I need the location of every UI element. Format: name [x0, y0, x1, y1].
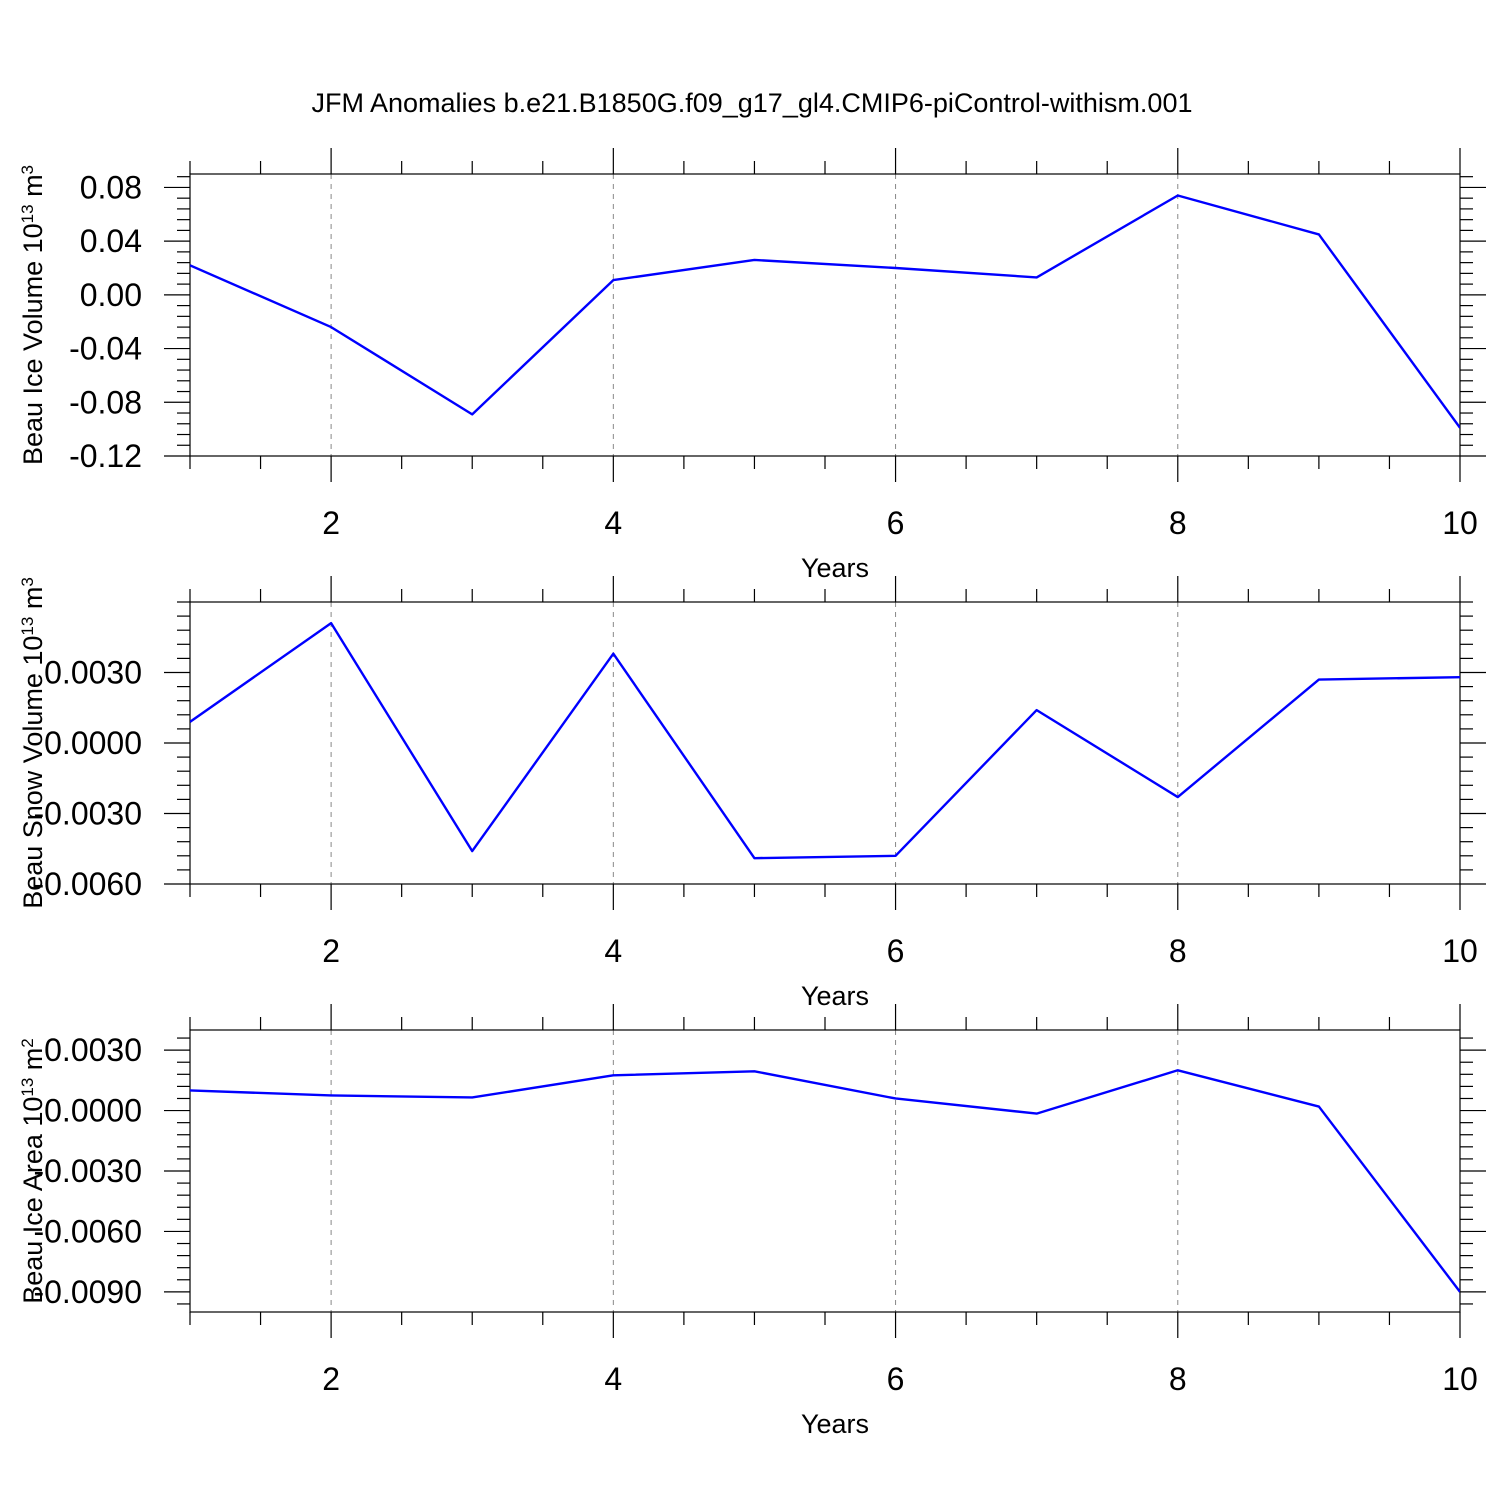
panel2-xtick-label: 4 — [604, 933, 622, 969]
panel2-xtick-label: 6 — [887, 933, 905, 969]
panel2-ytick-label: -0.0030 — [33, 796, 142, 832]
panel1-ytick-label: 0.00 — [80, 277, 142, 313]
panel3-frame — [189, 1029, 1461, 1313]
panel1-xtick-label: 4 — [604, 505, 622, 541]
panel2-series-line — [190, 621, 1460, 860]
panel1-ytick-label: -0.08 — [69, 384, 142, 420]
panel1-xlabel: Years — [801, 553, 869, 583]
panel3-ytick-label: -0.0090 — [33, 1274, 142, 1310]
panel3-ytick-label: 0.0030 — [44, 1032, 142, 1068]
panel1-series-line — [190, 194, 1460, 429]
panel2-ylabel: Beau Snow Volume 1013 m3 — [18, 577, 49, 909]
panel1-xtick-label: 6 — [887, 505, 905, 541]
panel1-xtick-label: 2 — [322, 505, 340, 541]
panel3-xtick-label: 8 — [1169, 1361, 1187, 1397]
panel2-xtick-label: 8 — [1169, 933, 1187, 969]
panel1-ytick-label: 0.04 — [80, 223, 142, 259]
panel2-ytick-label: 0.0000 — [44, 725, 142, 761]
panel2-frame — [189, 601, 1461, 885]
panel3-xtick-label: 4 — [604, 1361, 622, 1397]
panel3-xtick-label: 10 — [1442, 1361, 1478, 1397]
panel2-ytick-label: 0.0030 — [44, 655, 142, 691]
panel1-frame — [189, 173, 1461, 457]
panel1-ylabel: Beau Ice Volume 1013 m3 — [18, 165, 49, 465]
panel3-xlabel: Years — [801, 1409, 869, 1439]
panel3-ytick-label: -0.0060 — [33, 1213, 142, 1249]
panel2-ytick-label: -0.0060 — [33, 866, 142, 902]
panel3-xtick-label: 2 — [322, 1361, 340, 1397]
panel3-xtick-label: 6 — [887, 1361, 905, 1397]
panel2-xtick-label: 2 — [322, 933, 340, 969]
panel1-xtick-label: 10 — [1442, 505, 1478, 541]
panel1-xtick-label: 8 — [1169, 505, 1187, 541]
panel1-ytick-label: -0.12 — [69, 438, 142, 474]
chart-title: JFM Anomalies b.e21.B1850G.f09_g17_gl4.C… — [312, 88, 1193, 118]
panel3-ytick-label: -0.0030 — [33, 1153, 142, 1189]
panel1-ytick-label: 0.08 — [80, 169, 142, 205]
panel3-ylabel: Beau Ice Area 1013 m2 — [18, 1038, 49, 1304]
panel2-xlabel: Years — [801, 981, 869, 1011]
panel3-series-line — [190, 1069, 1460, 1293]
panel3-ytick-label: 0.0000 — [44, 1093, 142, 1129]
panel2-xtick-label: 10 — [1442, 933, 1478, 969]
panel1-ytick-label: -0.04 — [69, 331, 142, 367]
